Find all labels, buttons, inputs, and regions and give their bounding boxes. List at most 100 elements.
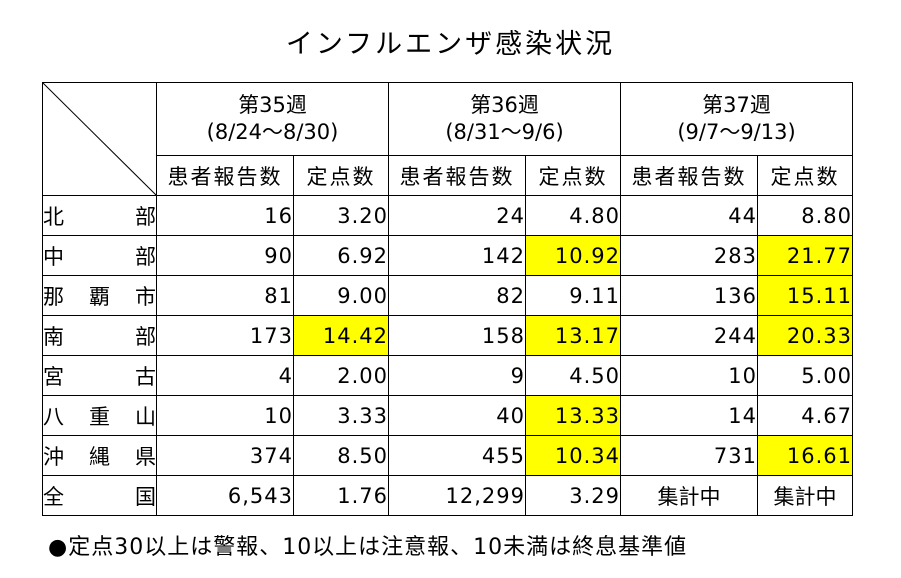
region-cell: 中部	[42, 235, 157, 276]
table-row: 那覇市 81 9.00 82 9.11 136 15.11	[42, 275, 853, 316]
region-char: 南	[43, 324, 65, 349]
per-site-value: 13.17	[525, 315, 621, 356]
week-label: 第35週	[238, 93, 307, 117]
per-site-value: 4.80	[525, 195, 621, 236]
region-char: 八	[43, 404, 65, 429]
region-cell: 宮古	[42, 355, 157, 396]
week-35-header: 第35週 (8/24〜8/30)	[156, 82, 389, 156]
region-char: 山	[135, 404, 156, 429]
corner-cell	[42, 82, 157, 196]
sub-header-row: 患者報告数 定点数 患者報告数 定点数 患者報告数 定点数	[43, 155, 853, 196]
table-row: 南部 173 14.42 158 13.17 244 20.33	[42, 315, 853, 356]
per-site-header: 定点数	[525, 155, 621, 196]
per-site-value: 8.80	[757, 195, 853, 236]
per-site-value: 9.11	[525, 275, 621, 316]
influenza-table: 第35週 (8/24〜8/30) 第36週 (8/31〜9/6) 第37週 (9…	[42, 82, 853, 516]
week-range: (9/7〜9/13)	[677, 120, 796, 144]
table-row: 中部 90 6.92 142 10.92 283 21.77	[42, 235, 853, 276]
region-char: 部	[135, 324, 156, 349]
reports-value: 4	[156, 355, 294, 396]
table-row: 八重山 10 3.33 40 13.33 14 4.67	[42, 395, 853, 436]
region-char: 那	[43, 284, 65, 309]
reports-value: 40	[388, 395, 526, 436]
week-36-header: 第36週 (8/31〜9/6)	[388, 82, 621, 156]
week-37-header: 第37週 (9/7〜9/13)	[620, 82, 853, 156]
region-cell: 沖縄県	[42, 435, 157, 476]
week-label: 第36週	[470, 93, 539, 117]
region-char: 全	[43, 484, 65, 509]
per-site-value: 3.29	[525, 475, 621, 516]
per-site-value: 21.77	[757, 235, 853, 276]
region-char: 北	[43, 204, 65, 229]
reports-value: 集計中	[620, 475, 758, 516]
region-char: 沖	[43, 444, 65, 469]
reports-value: 158	[388, 315, 526, 356]
region-cell: 八重山	[42, 395, 157, 436]
region-char: 国	[135, 484, 156, 509]
week-label: 第37週	[702, 93, 771, 117]
per-site-value: 16.61	[757, 435, 853, 476]
reports-header: 患者報告数	[388, 155, 526, 196]
legend-note: ●定点30以上は警報、10以上は注意報、10未満は終息基準値	[48, 535, 688, 560]
reports-header: 患者報告数	[620, 155, 758, 196]
week-range: (8/31〜9/6)	[445, 120, 564, 144]
reports-value: 6,543	[156, 475, 294, 516]
table-row: 宮古 4 2.00 9 4.50 10 5.00	[42, 355, 853, 396]
reports-value: 244	[620, 315, 758, 356]
region-char: 重	[89, 404, 110, 429]
region-char: 部	[135, 204, 156, 229]
week-range: (8/24〜8/30)	[206, 120, 339, 144]
reports-value: 136	[620, 275, 758, 316]
per-site-value: 1.76	[293, 475, 389, 516]
table-row: 全国 6,543 1.76 12,299 3.29 集計中 集計中	[42, 475, 853, 516]
reports-value: 82	[388, 275, 526, 316]
region-char: 縄	[89, 444, 110, 469]
region-cell: 全国	[42, 475, 157, 516]
region-char: 古	[135, 364, 156, 389]
per-site-value: 20.33	[757, 315, 853, 356]
per-site-value: 13.33	[525, 395, 621, 436]
reports-header: 患者報告数	[156, 155, 294, 196]
reports-value: 283	[620, 235, 758, 276]
reports-value: 10	[620, 355, 758, 396]
per-site-value: 14.42	[293, 315, 389, 356]
per-site-value: 2.00	[293, 355, 389, 396]
region-char: 市	[135, 284, 156, 309]
reports-value: 12,299	[388, 475, 526, 516]
reports-value: 455	[388, 435, 526, 476]
region-cell: 那覇市	[42, 275, 157, 316]
reports-value: 10	[156, 395, 294, 436]
reports-value: 9	[388, 355, 526, 396]
per-site-value: 4.67	[757, 395, 853, 436]
reports-value: 81	[156, 275, 294, 316]
region-char: 覇	[89, 284, 110, 309]
reports-value: 16	[156, 195, 294, 236]
reports-value: 173	[156, 315, 294, 356]
per-site-value: 8.50	[293, 435, 389, 476]
table-row: 北部 16 3.20 24 4.80 44 8.80	[42, 195, 853, 236]
page-title: インフルエンザ感染状況	[285, 29, 616, 60]
reports-value: 731	[620, 435, 758, 476]
reports-value: 90	[156, 235, 294, 276]
region-cell: 南部	[42, 315, 157, 356]
table-row: 沖縄県 374 8.50 455 10.34 731 16.61	[42, 435, 853, 476]
per-site-value: 10.34	[525, 435, 621, 476]
per-site-value: 集計中	[757, 475, 853, 516]
per-site-header: 定点数	[757, 155, 853, 196]
region-char: 部	[135, 244, 156, 269]
per-site-value: 6.92	[293, 235, 389, 276]
per-site-value: 3.33	[293, 395, 389, 436]
per-site-value: 15.11	[757, 275, 853, 316]
region-char: 県	[135, 444, 156, 469]
reports-value: 24	[388, 195, 526, 236]
diagonal-line	[43, 83, 156, 195]
region-char: 宮	[43, 364, 65, 389]
region-cell: 北部	[42, 195, 157, 236]
per-site-value: 9.00	[293, 275, 389, 316]
reports-value: 44	[620, 195, 758, 236]
week-header-row: 第35週 (8/24〜8/30) 第36週 (8/31〜9/6) 第37週 (9…	[42, 82, 853, 196]
per-site-value: 3.20	[293, 195, 389, 236]
reports-value: 374	[156, 435, 294, 476]
reports-value: 14	[620, 395, 758, 436]
per-site-value: 4.50	[525, 355, 621, 396]
